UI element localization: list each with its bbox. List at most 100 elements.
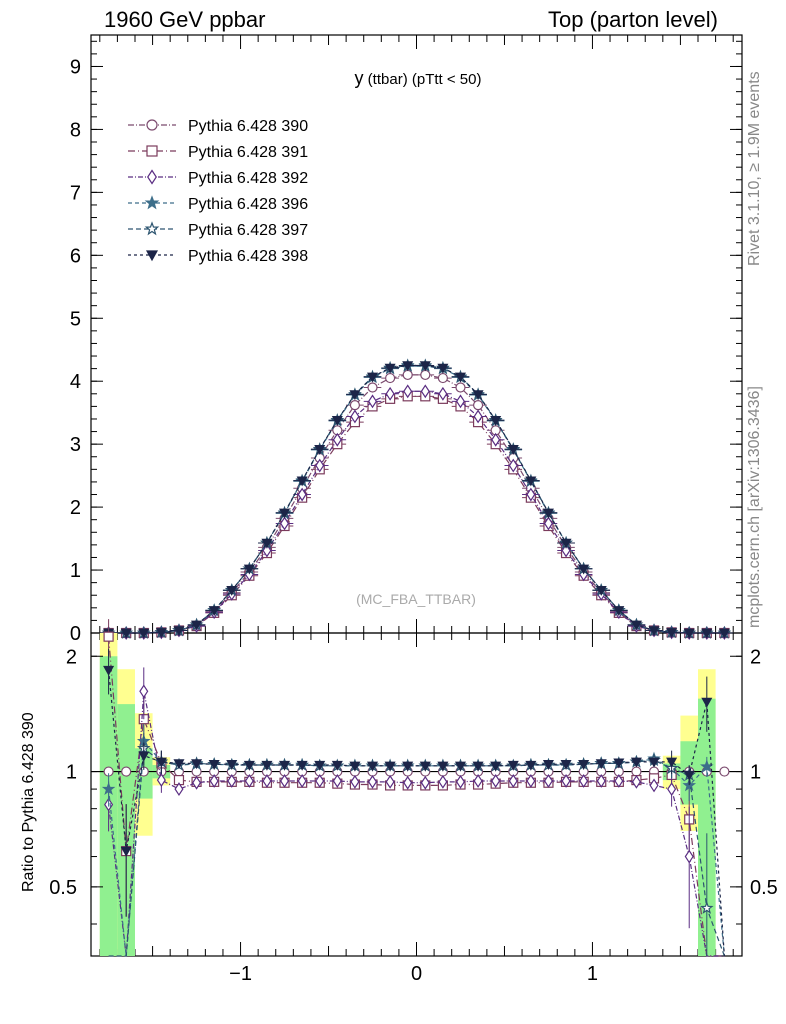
main-y-tick-label: 0 — [70, 623, 81, 645]
ratio-data-point — [155, 757, 167, 768]
ratio-data-point — [701, 697, 713, 708]
data-point — [648, 626, 660, 637]
data-point — [385, 372, 396, 384]
ratio-series-line — [108, 636, 725, 957]
legend-marker — [147, 169, 157, 185]
ratio-data-point — [473, 774, 483, 788]
ratio-data-point — [438, 774, 448, 789]
data-point — [490, 416, 502, 426]
data-point — [613, 606, 625, 617]
ratio-data-point — [649, 778, 659, 793]
data-point — [314, 444, 326, 455]
ratio-data-point — [314, 760, 326, 771]
data-point — [561, 543, 571, 558]
legend-marker — [144, 195, 160, 210]
main-y-tick-label: 1 — [70, 560, 81, 582]
ratio-data-point — [561, 774, 571, 788]
ratio-data-point — [508, 774, 518, 788]
ratio-data-point — [667, 782, 677, 797]
data-point — [315, 458, 325, 473]
data-point — [473, 409, 483, 424]
ratio-data-point — [174, 782, 184, 797]
data-point — [279, 508, 291, 519]
legend-marker — [144, 221, 160, 236]
legend-entry: Pythia 6.428 398 — [128, 248, 308, 265]
legend-marker — [145, 250, 159, 262]
data-point — [173, 626, 185, 637]
mcplots-reference-label: mcplots.cern.ch [arXiv:1306.3436] — [746, 386, 763, 628]
ratio-data-point — [543, 774, 554, 788]
data-point — [437, 363, 449, 374]
ratio-y-tick-label-left: 0.5 — [49, 877, 77, 899]
data-point — [526, 487, 536, 502]
data-point — [454, 372, 467, 383]
main-plot-layer: 0 1 2 3 4 5 6 7 8 9 — [70, 35, 742, 645]
ratio-data-point — [525, 760, 537, 771]
legend-entry: Pythia 6.428 391 — [128, 144, 308, 161]
ratio-data-point — [472, 761, 484, 772]
data-point — [507, 444, 519, 455]
data-point — [385, 386, 395, 401]
data-point — [438, 386, 448, 401]
data-point — [419, 361, 431, 372]
ratio-data-point — [350, 774, 360, 789]
data-point — [384, 363, 396, 374]
ratio-x-tick-label: −1 — [229, 963, 252, 985]
ratio-data-point — [542, 760, 554, 770]
legend-marker — [146, 119, 158, 131]
data-point — [683, 628, 695, 639]
ratio-data-point — [173, 759, 185, 770]
data-point — [402, 361, 414, 372]
ratio-data-point — [630, 757, 642, 768]
series-Pythia-6-428-398 — [99, 361, 734, 639]
main-y-tick-label: 8 — [70, 119, 81, 141]
ratio-y-tick-label-left: 1 — [66, 762, 77, 784]
ratio-data-point — [437, 761, 449, 772]
data-point — [208, 606, 220, 617]
ratio-data-point — [507, 760, 519, 771]
ratio-data-point — [420, 775, 430, 790]
ratio-data-point — [719, 766, 730, 777]
ratio-y-tick-label-right: 2 — [750, 646, 761, 668]
ratio-y-tick-label-left: 2 — [66, 646, 77, 668]
ratio-series-5 — [103, 648, 725, 957]
data-point — [191, 620, 203, 631]
data-point — [718, 628, 730, 639]
data-point — [155, 628, 167, 639]
ratio-data-point — [613, 758, 625, 769]
ratio-data-point — [315, 774, 325, 788]
legend-label: Pythia 6.428 391 — [188, 144, 308, 161]
data-point — [296, 476, 308, 487]
ratio-data-point — [666, 757, 678, 768]
ratio-data-point — [454, 761, 467, 772]
data-point — [701, 628, 713, 639]
ratio-x-tick-label: 0 — [411, 963, 422, 985]
main-y-tick-label: 7 — [70, 182, 81, 204]
ratio-data-point — [243, 760, 255, 771]
ratio-data-point — [403, 775, 413, 790]
data-point — [367, 394, 378, 409]
ratio-data-point — [244, 774, 254, 788]
ratio-data-point — [209, 774, 219, 788]
legend-label: Pythia 6.428 390 — [188, 118, 308, 135]
ratio-data-point — [279, 774, 290, 788]
data-point — [332, 432, 342, 447]
ratio-data-point — [226, 760, 238, 770]
data-point — [349, 400, 361, 411]
legend-label: Pythia 6.428 392 — [188, 170, 308, 187]
data-point — [578, 564, 590, 575]
ratio-data-point — [191, 759, 203, 770]
ratio-data-point — [331, 760, 343, 771]
data-point — [120, 628, 132, 639]
data-point — [349, 390, 361, 401]
ratio-y-axis-label: Ratio to Pythia 6.428 390 — [20, 712, 37, 892]
ratio-y-tick-label-right: 0.5 — [750, 877, 778, 899]
ratio-data-point — [700, 900, 714, 914]
ratio-data-point — [262, 774, 272, 788]
ratio-data-point — [103, 665, 115, 676]
legend-marker — [146, 145, 158, 157]
ratio-series-2 — [104, 667, 725, 957]
main-y-tick-label: 9 — [70, 56, 81, 78]
data-point — [297, 487, 307, 502]
ratio-series-line — [108, 670, 725, 957]
